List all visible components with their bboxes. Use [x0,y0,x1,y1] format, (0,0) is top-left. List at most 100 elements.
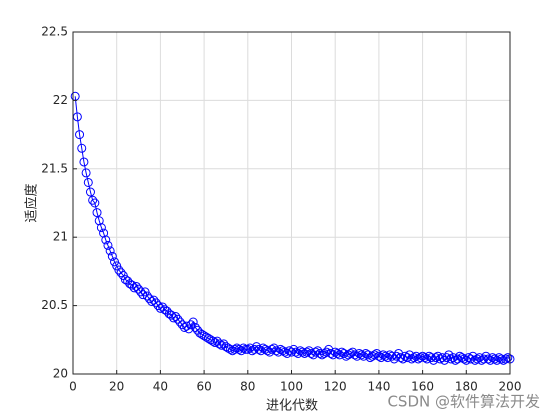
data-marker [461,355,471,365]
data-marker [228,346,238,356]
data-marker [107,251,117,261]
data-marker [466,354,476,364]
data-marker [422,354,432,364]
data-line [74,96,511,362]
data-marker [271,346,281,356]
data-marker [85,187,95,197]
data-marker [492,355,502,365]
data-marker [396,353,406,363]
data-marker [350,350,360,360]
data-marker [77,143,87,153]
data-marker [79,157,89,167]
data-marker [136,287,146,297]
data-marker [249,344,259,354]
data-marker [455,351,465,361]
data-marker [418,351,428,361]
x-tick-label: 140 [367,380,390,394]
data-marker [103,240,113,250]
data-marker [453,354,463,364]
y-tick-label: 22.5 [41,25,68,39]
data-marker [221,342,231,352]
plot-area [70,91,515,365]
data-marker [203,333,213,343]
data-marker [470,355,480,365]
data-marker [245,343,255,353]
data-marker [201,332,211,342]
x-tick-label: 20 [109,380,124,394]
data-marker [166,310,176,320]
data-marker [238,343,248,353]
y-axis-label: 适应度 [24,183,40,222]
data-marker [293,348,303,358]
x-tick-label: 40 [153,380,168,394]
data-marker [295,346,305,356]
data-marker [151,298,161,308]
x-tick-label: 160 [411,380,434,394]
x-tick-label: 100 [280,380,303,394]
data-marker [149,295,159,305]
data-marker [413,354,423,364]
data-marker [230,344,240,354]
data-marker [147,296,157,306]
x-tick-label: 120 [324,380,347,394]
data-marker [335,350,345,360]
x-axis-label: 进化代数 [266,399,318,414]
data-marker [83,177,93,187]
data-marker [457,353,467,363]
data-marker [75,130,85,140]
data-marker [330,347,340,357]
data-marker [188,317,198,327]
data-marker [474,353,484,363]
data-marker [142,291,152,301]
data-marker [326,348,336,358]
data-marker [402,353,412,363]
data-marker [503,353,513,363]
data-marker [234,344,244,354]
data-marker [254,344,264,354]
data-marker [496,354,506,364]
data-marker [280,347,290,357]
data-marker [374,351,384,361]
y-tick-label: 20.5 [41,298,68,312]
data-marker [365,353,375,363]
data-marker [94,216,104,226]
data-marker [435,354,445,364]
data-marker [343,350,353,360]
data-marker [153,301,163,311]
data-marker [415,353,425,363]
data-marker [186,320,196,330]
data-marker [284,346,294,356]
data-marker [341,351,351,361]
data-marker [426,353,436,363]
data-marker [256,346,266,356]
data-marker [420,353,430,363]
data-marker [177,320,187,330]
data-marker [411,351,421,361]
data-marker [442,353,452,363]
data-marker [472,354,482,364]
y-tick-label: 22 [53,93,68,107]
data-marker [494,353,504,363]
data-marker [433,351,443,361]
data-marker [144,294,154,304]
data-marker [352,351,362,361]
data-marker [236,346,246,356]
data-marker [479,354,489,364]
data-marker [114,265,124,275]
y-tick-label: 20 [53,367,68,381]
data-marker [291,347,301,357]
data-marker [363,350,373,360]
data-marker [175,317,185,327]
data-marker [195,328,205,338]
y-tick-label: 21.5 [41,161,68,175]
data-marker [260,344,270,354]
data-marker [223,343,233,353]
data-marker [332,348,342,358]
data-marker [197,329,207,339]
data-marker [431,353,441,363]
data-marker [241,344,251,354]
data-marker [101,235,111,245]
data-marker [105,246,115,256]
data-marker [173,314,183,324]
